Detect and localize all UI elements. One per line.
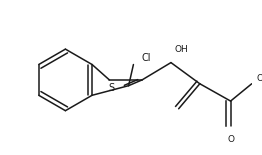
Text: Cl: Cl — [141, 53, 151, 63]
Text: O: O — [227, 135, 234, 144]
Text: OH: OH — [175, 45, 189, 54]
Text: O: O — [256, 74, 262, 83]
Text: S: S — [108, 83, 114, 93]
